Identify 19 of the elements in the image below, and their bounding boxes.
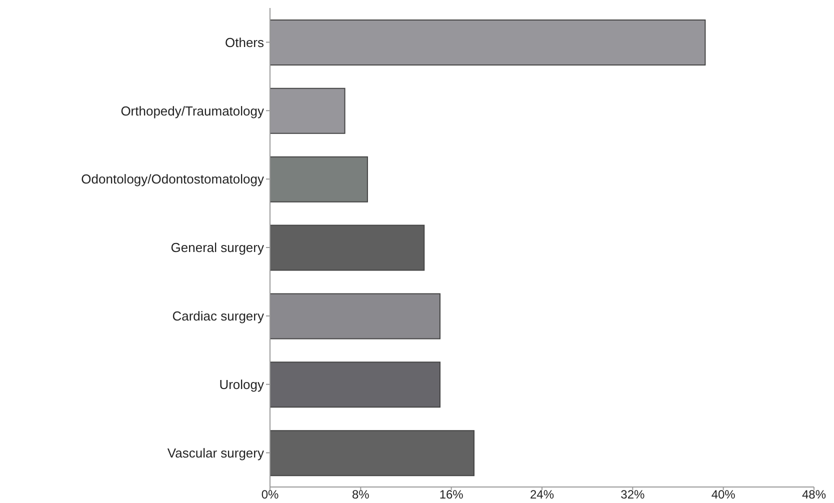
- y-tick-label: Vascular surgery: [167, 445, 264, 460]
- x-tick-label: 32%: [620, 488, 645, 502]
- bar: [270, 224, 425, 271]
- x-tick-label: 16%: [439, 488, 464, 502]
- bar: [270, 293, 440, 340]
- y-tick-label: Cardiac surgery: [172, 308, 264, 324]
- y-tick-label: Others: [224, 34, 264, 50]
- x-tick-label: 40%: [711, 488, 736, 502]
- x-tick-label: 8%: [352, 488, 370, 502]
- y-tick-label: General surgery: [170, 240, 264, 256]
- y-tick-label: Orthopedy/Traumatology: [120, 103, 264, 118]
- x-tick-label: 24%: [530, 488, 554, 502]
- y-tick-label: Odontology/Odontostomatology: [81, 172, 264, 187]
- y-tick-label: Urology: [219, 376, 264, 392]
- x-tick-label: 48%: [802, 488, 826, 502]
- bar: [270, 430, 474, 476]
- bar: [270, 156, 368, 202]
- x-tick-label: 0%: [261, 488, 279, 502]
- bar: [270, 362, 440, 408]
